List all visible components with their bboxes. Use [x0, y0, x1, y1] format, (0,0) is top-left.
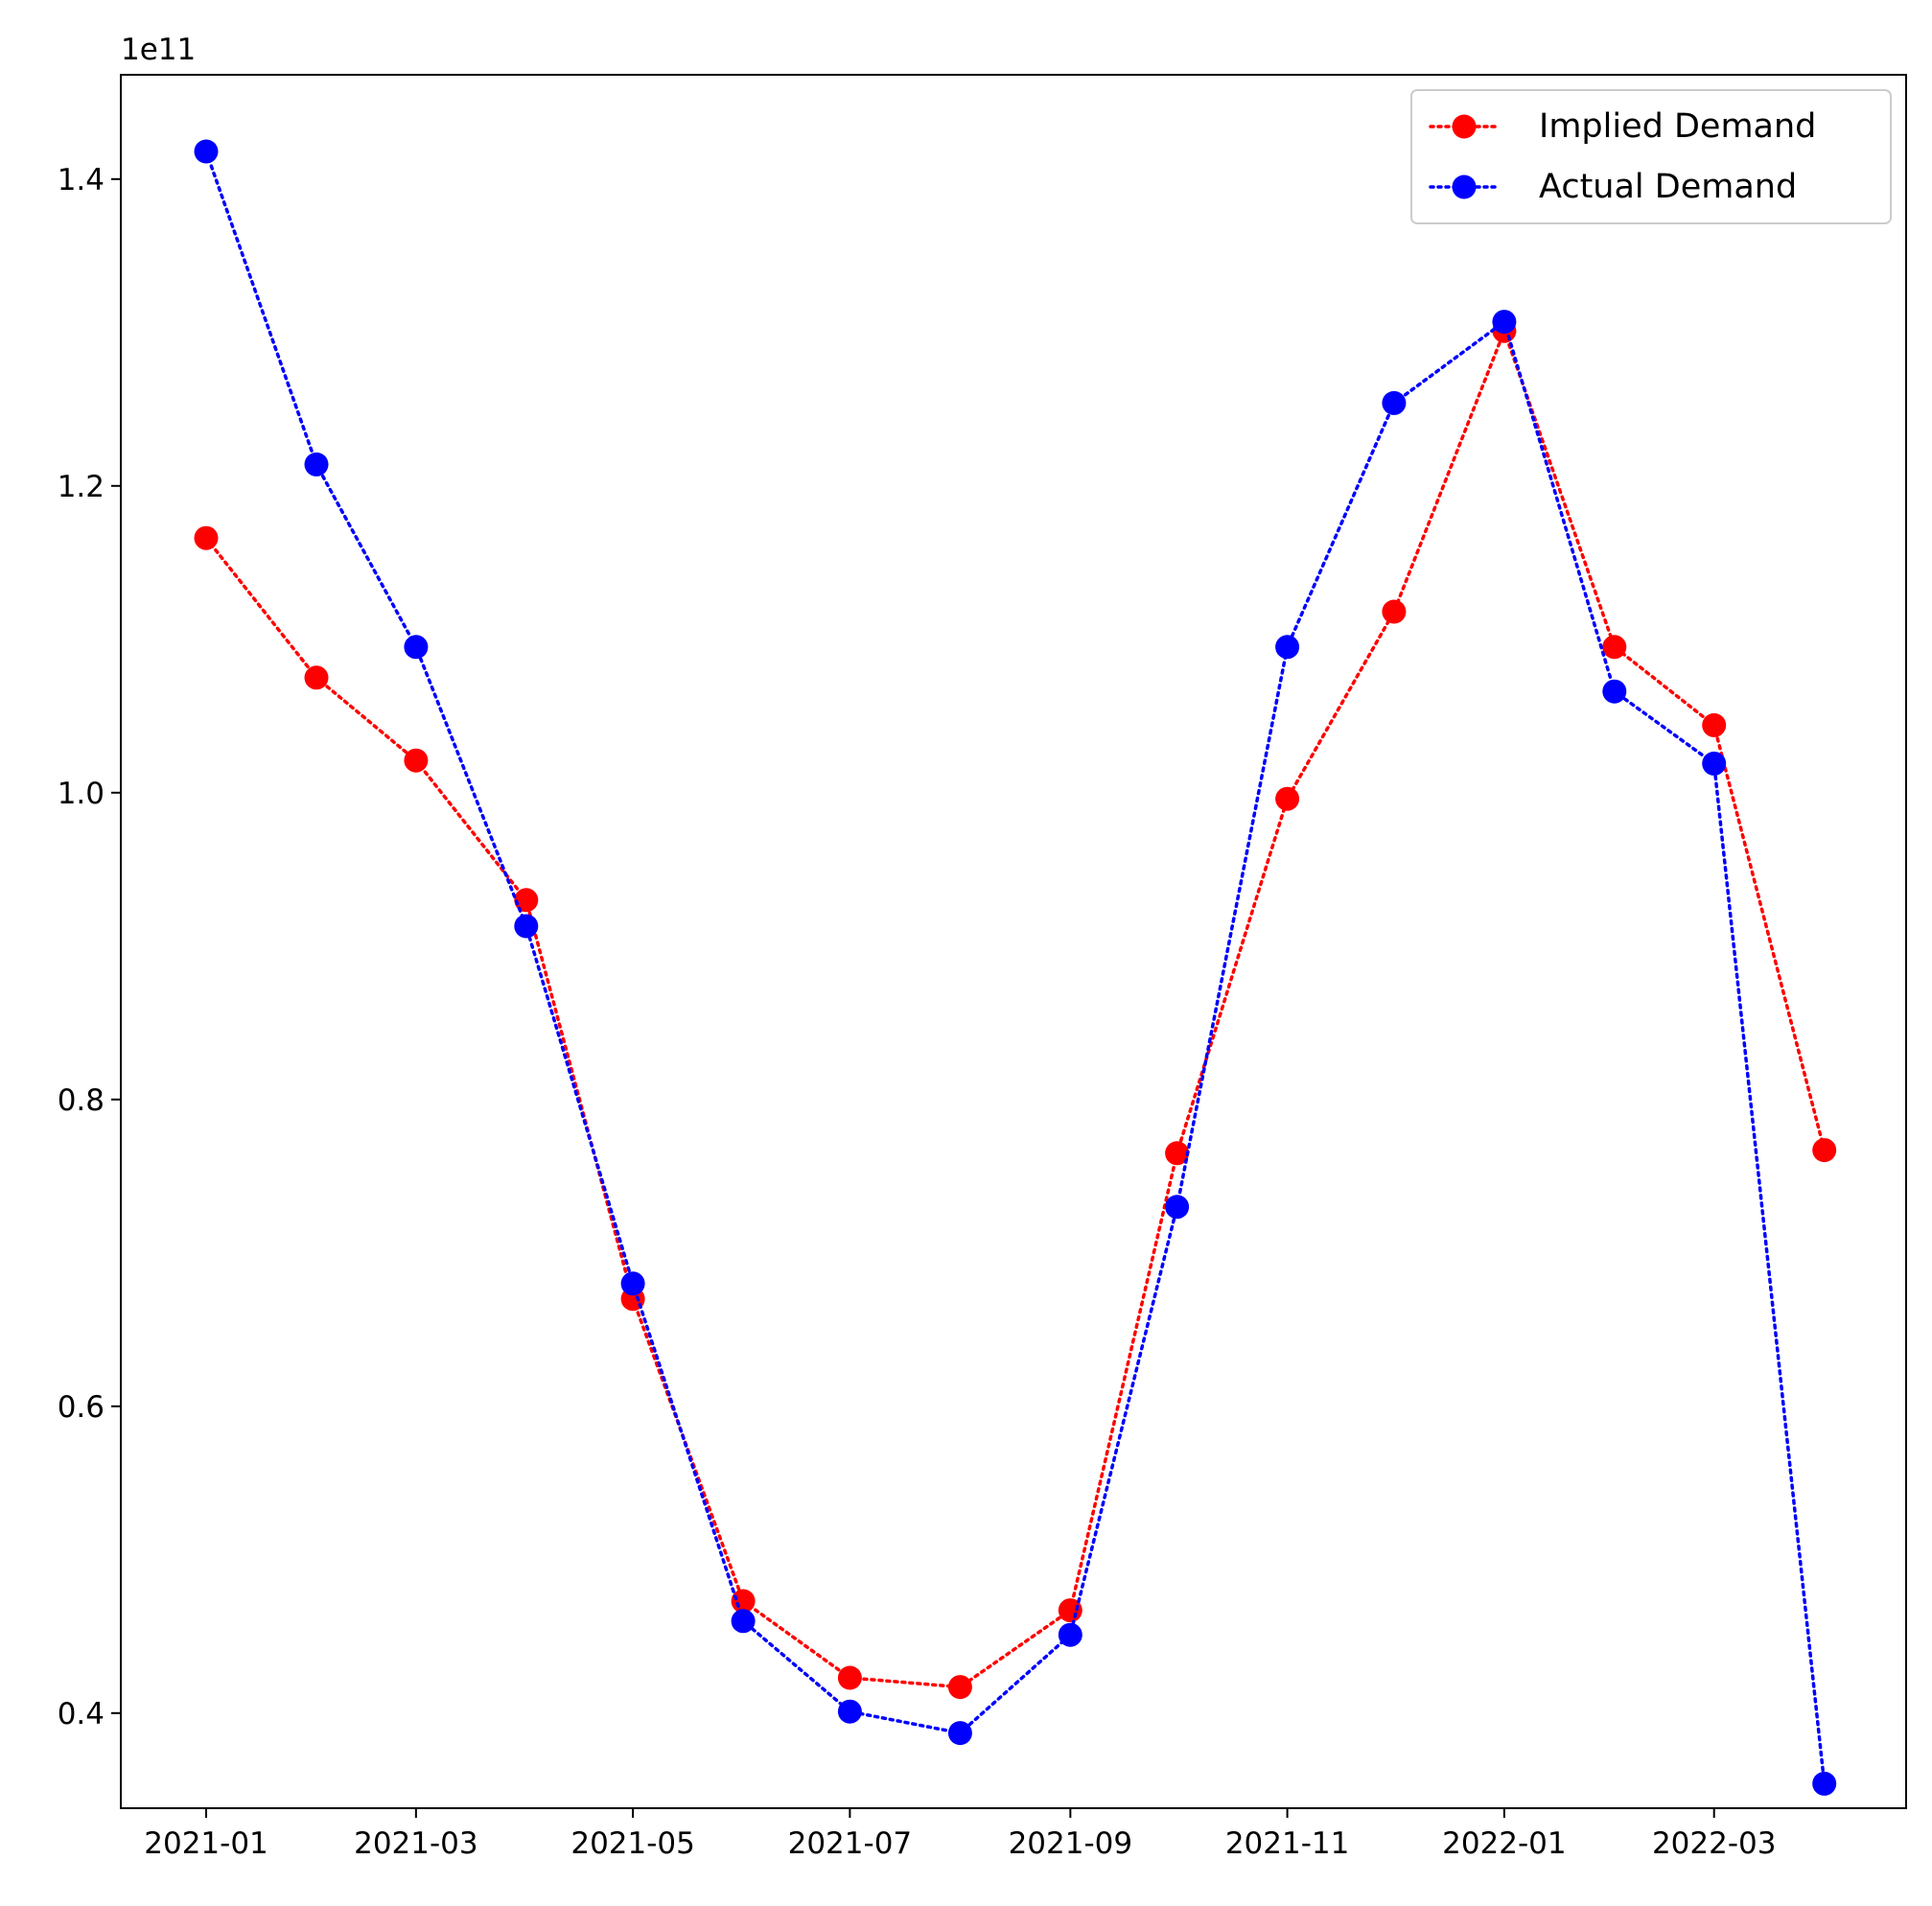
data-point: [304, 452, 329, 476]
y-tick-label: 0.8: [58, 1083, 105, 1118]
data-point: [1382, 599, 1407, 624]
data-point: [404, 748, 429, 773]
data-point: [837, 1665, 862, 1690]
data-point: [404, 635, 429, 660]
x-tick-label: 2022-01: [1442, 1826, 1567, 1861]
legend-marker: [1452, 174, 1477, 199]
x-axis: 2021-01 2021-03 2021-05 2021-07 2021-09 2021-…: [144, 1808, 1776, 1861]
y-tick-label: 0.6: [58, 1390, 105, 1425]
data-point: [620, 1271, 645, 1296]
legend-label: Implied Demand: [1539, 107, 1816, 146]
data-point: [1602, 679, 1627, 704]
data-point: [1275, 635, 1300, 660]
data-point: [514, 914, 539, 939]
plot-frame: [120, 74, 1907, 1809]
y-tick-label: 1.2: [58, 470, 105, 504]
data-point: [1702, 712, 1727, 737]
y-tick-label: 0.4: [58, 1697, 105, 1732]
data-point: [1812, 1771, 1837, 1796]
x-tick-label: 2021-09: [1009, 1826, 1133, 1861]
x-tick-label: 2021-05: [570, 1826, 695, 1861]
data-point: [1602, 635, 1627, 660]
legend-label: Actual Demand: [1539, 168, 1797, 206]
legend-marker: [1452, 114, 1477, 139]
x-tick-label: 2021-07: [788, 1826, 913, 1861]
y-offset-label: 1e11: [121, 33, 196, 67]
data-point: [1165, 1141, 1190, 1166]
y-tick-label: 1.0: [58, 777, 105, 811]
data-point: [837, 1699, 862, 1724]
data-point: [1058, 1622, 1082, 1647]
legend-box: [1410, 89, 1892, 224]
data-point: [1702, 751, 1727, 776]
x-tick-label: 2021-11: [1225, 1826, 1350, 1861]
legend: Implied Demand Actual Demand: [1410, 89, 1892, 224]
series-layer: [194, 139, 1837, 1796]
data-point: [194, 525, 219, 550]
data-point: [731, 1609, 756, 1634]
series-1: [194, 318, 1837, 1700]
data-point: [1492, 310, 1517, 335]
data-point: [1275, 786, 1300, 811]
y-axis: 0.4 0.6 0.8 1.0 1.2 1.4: [58, 163, 121, 1732]
data-point: [194, 139, 219, 164]
data-point: [947, 1721, 972, 1746]
data-point: [1165, 1195, 1190, 1220]
data-point: [947, 1675, 972, 1700]
series-line: [204, 150, 1827, 1786]
data-point: [1382, 390, 1407, 415]
series-2: [194, 139, 1837, 1796]
x-tick-label: 2021-03: [354, 1826, 478, 1861]
data-point: [1812, 1138, 1837, 1163]
data-point: [514, 888, 539, 913]
x-tick-label: 2021-01: [144, 1826, 268, 1861]
x-tick-label: 2022-03: [1652, 1826, 1777, 1861]
data-point: [304, 665, 329, 690]
series-line: [204, 326, 1827, 1689]
y-tick-label: 1.4: [58, 163, 105, 198]
